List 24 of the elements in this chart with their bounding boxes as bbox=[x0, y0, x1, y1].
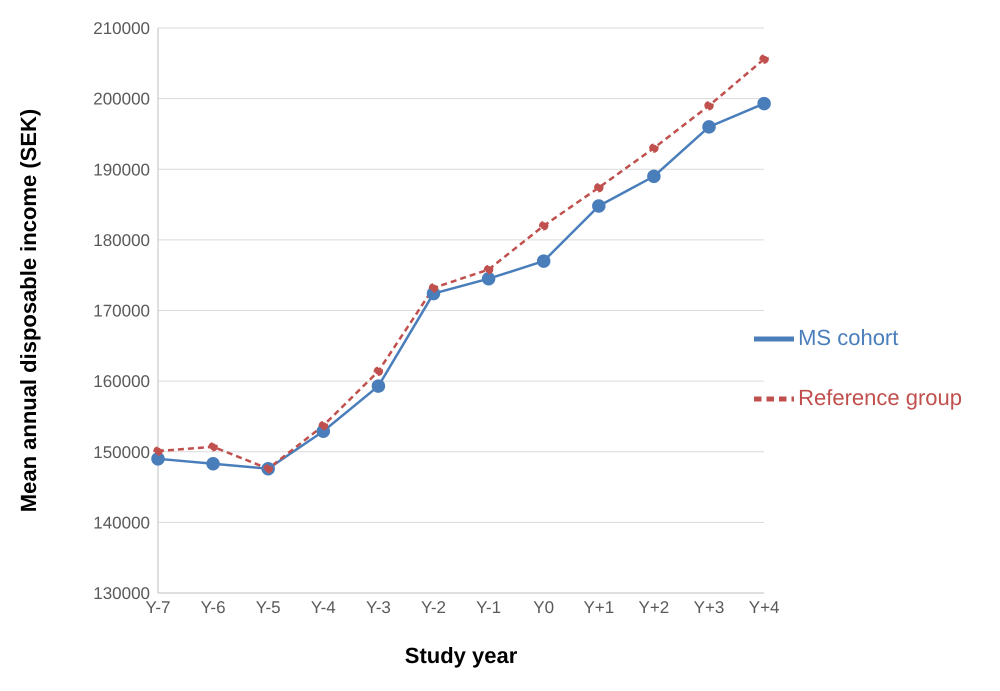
x-tick-label: Y+2 bbox=[638, 598, 670, 618]
y-tick-label: 180000 bbox=[93, 230, 150, 250]
x-tick-label: Y-6 bbox=[200, 598, 226, 618]
y-tick-label: 140000 bbox=[93, 513, 150, 532]
x-tick-label: Y-5 bbox=[256, 598, 281, 618]
x-tick-label: Y+4 bbox=[748, 598, 780, 618]
x-tick-label: Y-3 bbox=[366, 598, 391, 618]
y-tick-label: 160000 bbox=[93, 372, 150, 392]
x-tick-label: Y-4 bbox=[310, 598, 336, 618]
y-tick-label: 200000 bbox=[93, 90, 150, 109]
y-tick-label: 150000 bbox=[93, 442, 150, 462]
legend-label: MS cohort bbox=[798, 325, 898, 350]
y-tick-label: 170000 bbox=[93, 302, 150, 321]
y-tick-label: 210000 bbox=[93, 19, 150, 38]
y-axis-title: Mean annual disposable income (SEK) bbox=[16, 108, 41, 512]
x-tick-label: Y-2 bbox=[421, 598, 446, 618]
x-axis-title: Study year bbox=[404, 643, 518, 668]
legend-label: Reference group bbox=[798, 385, 962, 410]
x-tick-label: Y0 bbox=[533, 598, 554, 618]
y-tick-label: 190000 bbox=[93, 160, 150, 180]
x-tick-label: Y+3 bbox=[694, 598, 724, 618]
x-tick-label: Y-1 bbox=[476, 598, 502, 618]
x-tick-label: Y+1 bbox=[583, 598, 614, 618]
x-tick-label: Y-7 bbox=[146, 598, 170, 618]
